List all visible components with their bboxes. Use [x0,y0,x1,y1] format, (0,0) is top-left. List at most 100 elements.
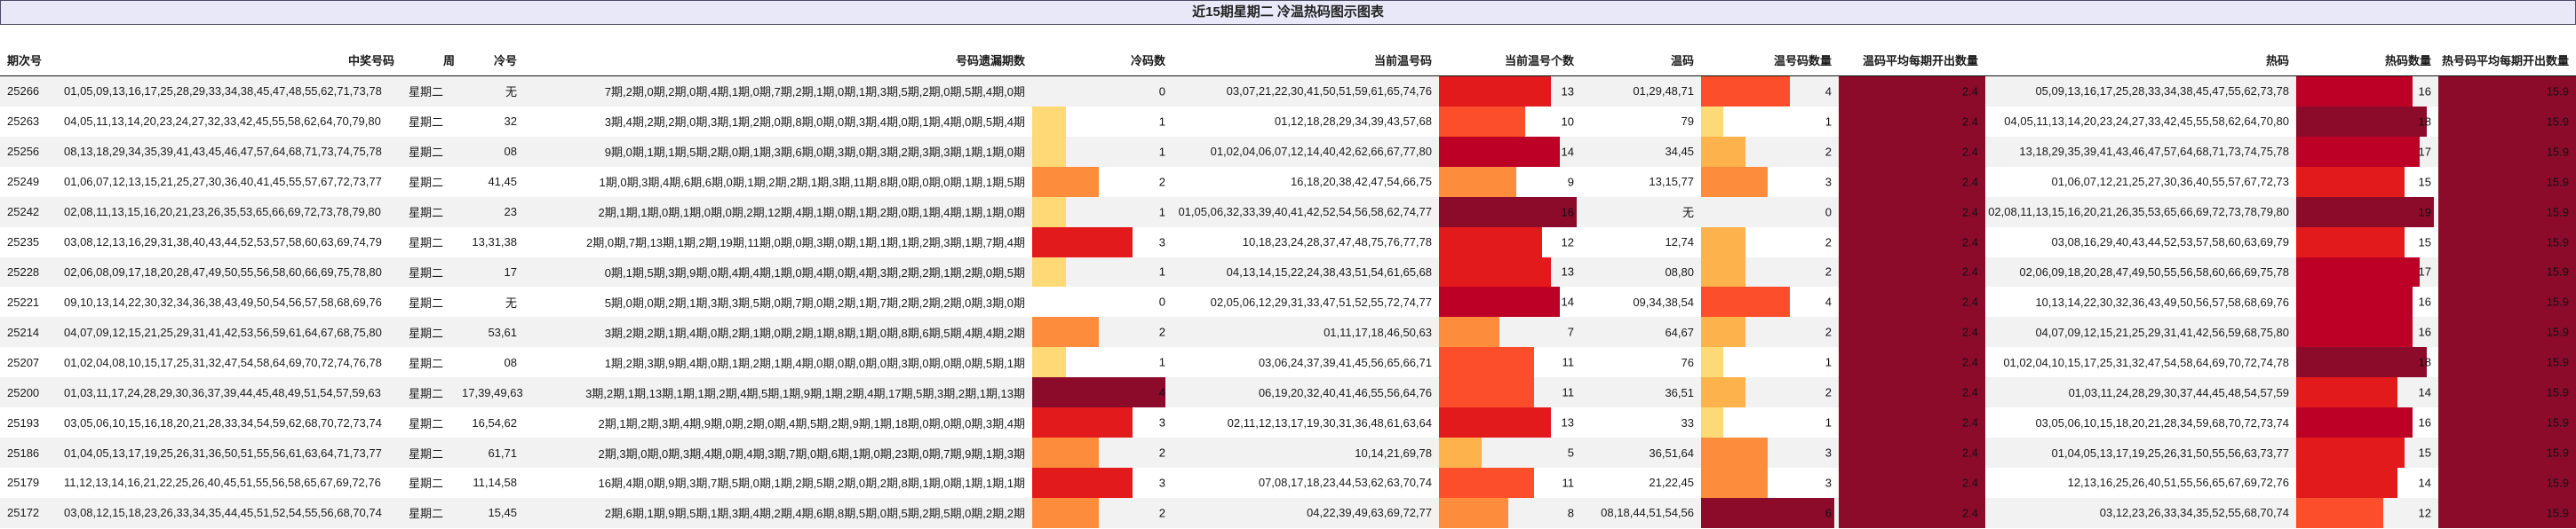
winning-numbers: 01,06,07,12,13,15,21,25,27,30,36,40,41,4… [64,175,382,189]
hot-count-value: 18 [2418,355,2431,369]
warm-avg-value: 2.4 [1961,145,1978,159]
warm-codes: 33 [1681,415,1694,430]
cold-numbers: 61,71 [488,446,517,460]
period-number: 25263 [7,114,40,129]
cold-count-value: 1 [1158,355,1165,369]
warm-avg-value: 2.4 [1961,205,1978,219]
hot-count-cell: 15 [2296,166,2438,197]
warm-avg-bar [1839,106,1985,137]
warm-code-qty-bar [1701,257,1745,288]
hot-count-cell: 16 [2296,287,2438,318]
header-warm-codes: 温码 [1670,54,1694,67]
warm-count-bar [1439,106,1525,137]
hot-count-cell: 16 [2296,317,2438,348]
warm-codes: 无 [1682,206,1694,220]
winning-numbers: 03,08,12,15,18,23,26,33,34,35,44,45,51,5… [64,506,382,520]
hot-avg-cell: 15.9 [2438,347,2576,378]
hot-count-bar [2296,497,2383,528]
warm-code-qty-cell: 1 [1701,407,1839,438]
warm-count-cell: 11 [1439,467,1581,498]
hot-avg-bar [2438,317,2576,348]
hot-count-bar [2296,467,2398,498]
cold-count-value: 2 [1158,506,1165,520]
warm-code-qty-cell: 0 [1701,197,1839,227]
cold-count-bar [1032,317,1099,348]
hot-count-cell: 16 [2296,76,2438,107]
missing-periods: 2期,0期,7期,13期,1期,2期,19期,11期,0期,0期,3期,0期,1… [586,236,1025,250]
table-row: 25235 03,08,12,13,16,29,31,38,40,43,44,5… [0,226,2576,257]
cold-count-bar [1032,136,1066,167]
cold-numbers: 41,45 [488,175,517,189]
cold-count-value: 1 [1158,114,1165,129]
warm-avg-cell: 2.4 [1839,226,1985,257]
week-label: 星期二 [409,326,444,340]
warm-count-value: 13 [1561,264,1574,279]
table-body: 25266 01,05,09,13,16,17,25,28,29,33,34,3… [0,76,2576,528]
hot-codes: 05,09,13,16,17,25,28,33,34,38,45,47,55,6… [2035,84,2289,99]
winning-numbers: 02,08,11,13,15,16,20,21,23,26,35,53,65,6… [64,205,381,219]
warm-numbers: 16,18,20,38,42,47,54,66,75 [1290,175,1432,189]
warm-count-value: 13 [1561,415,1574,430]
warm-numbers: 07,08,17,18,23,44,53,62,63,70,74 [1258,476,1432,490]
header-winning-numbers: 中奖号码 [347,54,394,67]
week-label: 星期二 [409,477,444,491]
warm-count-value: 11 [1562,385,1575,399]
hot-codes: 03,05,06,10,15,18,20,21,28,34,59,68,70,7… [2035,415,2289,430]
table-row: 25266 01,05,09,13,16,17,25,28,29,33,34,3… [0,76,2576,107]
warm-avg-cell: 2.4 [1839,166,1985,197]
warm-count-bar [1439,196,1577,227]
warm-count-bar [1439,136,1560,167]
missing-periods: 5期,0期,0期,2期,1期,3期,3期,5期,0期,7期,0期,2期,1期,7… [604,296,1025,310]
winning-numbers: 11,12,13,14,16,21,22,25,26,40,45,51,55,5… [64,476,381,490]
cold-count-cell: 1 [1032,196,1173,227]
warm-count-bar [1439,347,1534,378]
warm-avg-bar [1839,257,1985,288]
warm-count-value: 16 [1561,205,1574,219]
table-row: 25249 01,06,07,12,13,15,21,25,27,30,36,4… [0,166,2576,197]
table-row: 25256 08,13,18,29,34,35,39,41,43,45,46,4… [0,136,2576,167]
winning-numbers: 01,04,05,13,17,19,25,26,31,36,50,51,55,5… [64,446,382,460]
warm-count-bar [1439,407,1551,438]
warm-avg-cell: 2.4 [1839,196,1985,227]
cold-count-value: 1 [1158,264,1165,279]
hot-codes: 03,08,16,29,40,43,44,52,53,57,58,60,63,6… [2051,235,2289,249]
warm-count-cell: 5 [1439,438,1581,468]
cold-numbers: 53,61 [488,325,517,339]
warm-code-qty-value: 2 [1825,235,1832,249]
winning-numbers: 02,06,08,09,17,18,20,28,47,49,50,55,56,5… [64,264,382,279]
warm-avg-value: 2.4 [1961,325,1978,339]
warm-numbers: 10,14,21,69,78 [1355,446,1432,460]
warm-avg-bar [1839,76,1985,107]
cold-numbers: 无 [505,85,517,99]
hot-codes: 01,03,11,24,28,29,30,37,44,45,48,54,57,5… [2068,385,2289,399]
warm-avg-value: 2.4 [1961,415,1978,430]
warm-code-qty-cell: 1 [1701,106,1839,137]
warm-code-qty-cell: 6 [1701,497,1839,528]
hot-avg-value: 15.9 [2546,84,2569,99]
hot-avg-bar [2438,497,2576,528]
warm-avg-cell: 2.4 [1839,347,1985,378]
warm-count-cell: 9 [1439,166,1581,197]
warm-avg-cell: 2.4 [1839,287,1985,318]
week-label: 星期二 [409,416,444,430]
warm-code-qty-bar [1701,407,1723,438]
cold-count-bar [1032,347,1066,378]
table-row: 25207 01,02,04,08,10,15,17,25,31,32,47,5… [0,347,2576,378]
period-number: 25266 [7,84,40,99]
hot-avg-value: 15.9 [2546,235,2569,249]
warm-count-bar [1439,166,1517,197]
hot-codes: 02,08,11,13,15,16,20,21,26,35,53,65,66,6… [1988,205,2289,219]
warm-numbers: 04,13,14,15,22,24,38,43,51,54,61,65,68 [1226,264,1432,279]
warm-code-qty-value: 1 [1825,355,1832,369]
warm-avg-cell: 2.4 [1839,136,1985,167]
warm-count-value: 8 [1567,506,1574,520]
hot-codes: 01,04,05,13,17,19,25,26,31,50,55,56,63,7… [2051,446,2289,460]
hot-avg-value: 15.9 [2546,175,2569,189]
hot-count-value: 14 [2418,385,2431,399]
missing-periods: 1期,0期,3期,4期,6期,6期,0期,1期,2期,2期,1期,3期,11期,… [599,176,1026,190]
hot-avg-bar [2438,377,2576,408]
hot-count-cell: 18 [2296,106,2438,137]
missing-periods: 2期,1期,2期,3期,4期,9期,0期,2期,0期,4期,5期,2期,9期,1… [598,416,1025,430]
cold-count-value: 2 [1158,325,1165,339]
warm-avg-cell: 2.4 [1839,317,1985,348]
